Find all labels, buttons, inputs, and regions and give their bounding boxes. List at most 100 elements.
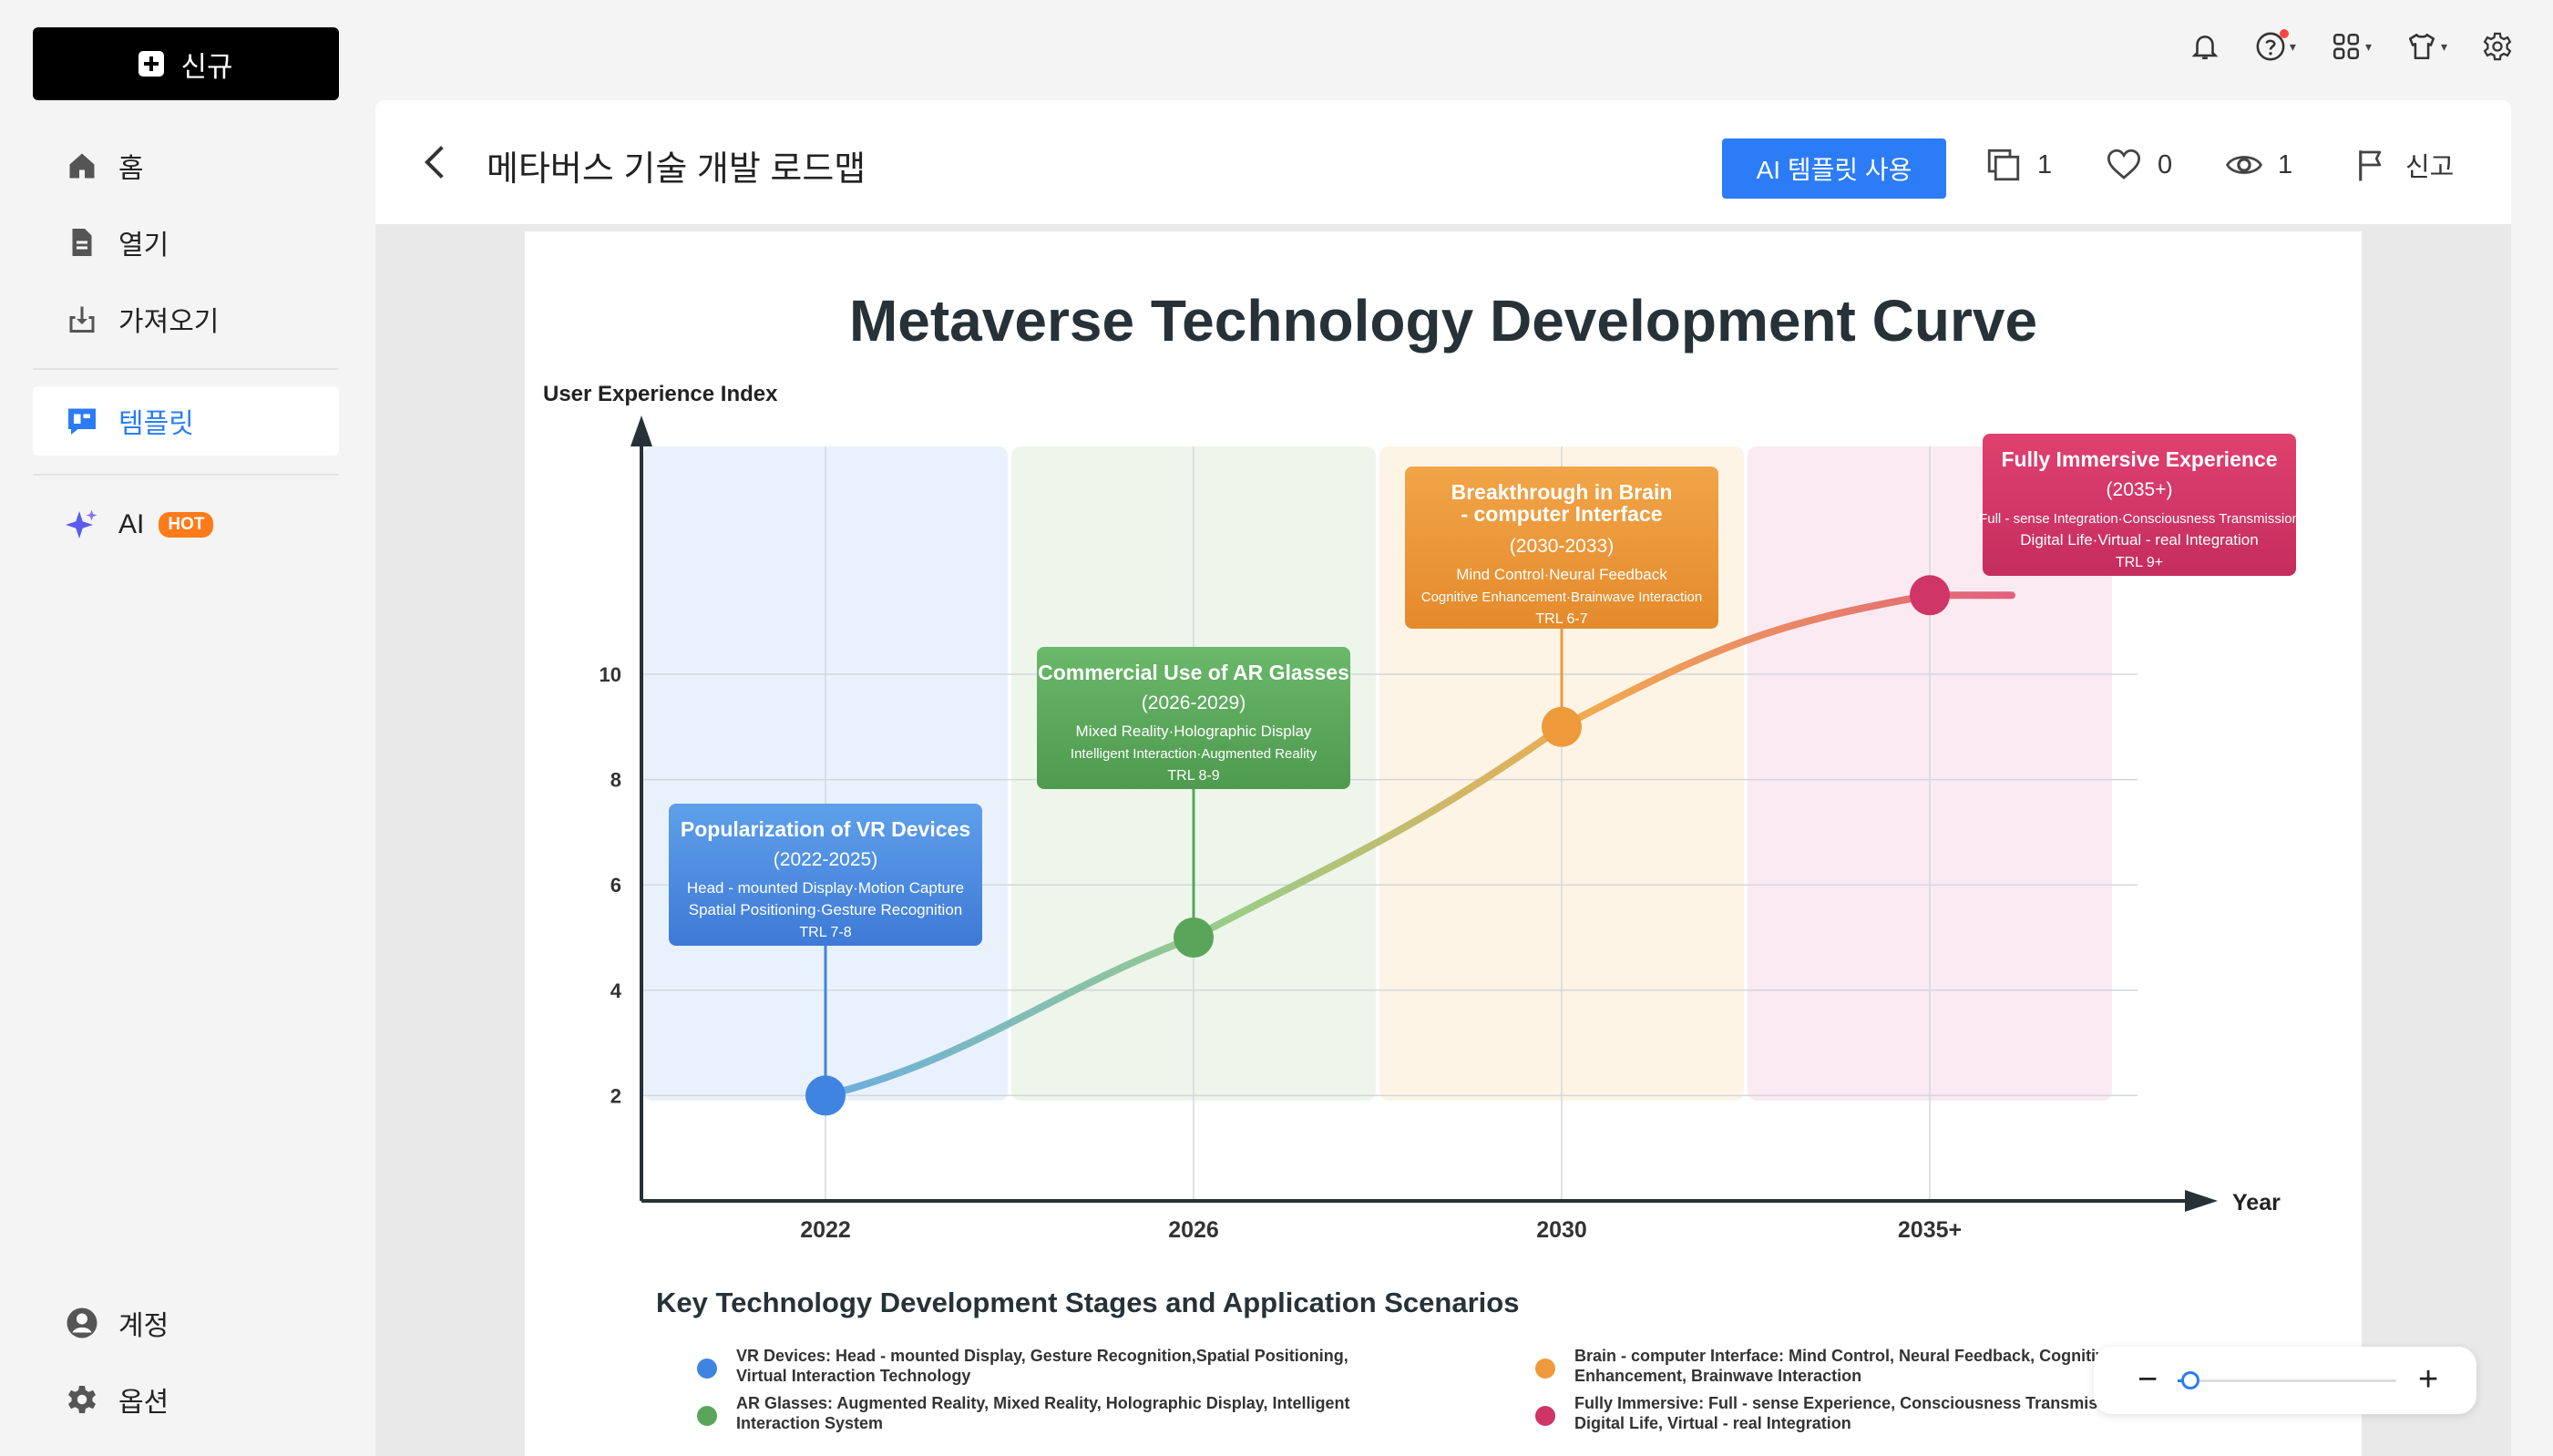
flag-icon xyxy=(2359,150,2382,181)
report-button[interactable]: 신고 xyxy=(2353,146,2454,184)
home-icon xyxy=(69,153,95,179)
zoom-control: − + xyxy=(2094,1347,2476,1414)
milestone-period: (2022-2025) xyxy=(774,849,877,870)
legend-text: AR Glasses: Augmented Reality, Mixed Rea… xyxy=(736,1394,1349,1412)
milestone-box xyxy=(669,804,982,946)
eye-icon xyxy=(2226,156,2262,174)
sparkle-icon xyxy=(66,509,97,538)
notification-button[interactable] xyxy=(2189,31,2220,62)
legend-text: Digital Life, Virtual - real Integration xyxy=(1574,1414,1851,1432)
sidebar-item-label: 열기 xyxy=(118,231,169,261)
new-button[interactable]: 신규 xyxy=(33,27,339,100)
sidebar-item-label: 옵션 xyxy=(118,1388,169,1418)
data-point xyxy=(805,1075,846,1116)
zoom-in-button[interactable]: + xyxy=(2418,1360,2439,1399)
copy-count: 1 xyxy=(2037,149,2053,179)
data-point xyxy=(1542,706,1582,747)
milestone-box xyxy=(1037,647,1350,789)
milestone-detail: Mixed Reality·Holographic Display xyxy=(1076,723,1312,740)
y-tick-label: 6 xyxy=(610,874,621,897)
like-button[interactable]: 0 xyxy=(2105,146,2172,184)
settings-button[interactable] xyxy=(2482,31,2513,62)
main-panel: 메타버스 기술 개발 로드맵 AI 템플릿 사용 1 0 1 신고 xyxy=(375,100,2511,1456)
x-tick-label: 2022 xyxy=(800,1217,851,1243)
view-count: 1 xyxy=(2278,149,2293,179)
gear-icon xyxy=(68,1386,96,1413)
settings-icon xyxy=(2483,32,2512,61)
legend-marker xyxy=(697,1359,717,1379)
help-button[interactable]: ▾ xyxy=(2255,29,2296,62)
apps-button[interactable]: ▾ xyxy=(2331,31,2372,62)
chevron-down-icon: ▾ xyxy=(2289,38,2296,54)
y-axis-label: User Experience Index xyxy=(543,382,778,406)
views-indicator: 1 xyxy=(2225,146,2292,184)
like-count: 0 xyxy=(2158,149,2173,179)
sidebar-item-open[interactable]: 열기 xyxy=(33,208,339,277)
legend-text: VR Devices: Head - mounted Display, Gest… xyxy=(736,1347,1348,1365)
legend-text: Fully Immersive: Full - sense Experience… xyxy=(1574,1394,2136,1412)
milestone-box xyxy=(1405,467,1718,629)
page-title: 메타버스 기술 개발 로드맵 xyxy=(487,150,866,189)
milestone-detail: Digital Life·Virtual - real Integration xyxy=(2020,531,2258,549)
plus-icon xyxy=(138,51,165,77)
apps-grid-icon xyxy=(2333,33,2359,60)
data-point xyxy=(1174,918,1214,958)
series-line xyxy=(822,591,2015,1100)
back-arrow-icon[interactable] xyxy=(415,142,456,182)
milestone-trl: TRL 8-9 xyxy=(1167,768,1219,784)
sidebar-item-label: 가져오기 xyxy=(118,307,220,337)
zoom-out-button[interactable]: − xyxy=(2138,1360,2158,1399)
milestone-title: Commercial Use of AR Glasses xyxy=(1038,661,1349,684)
x-axis-label: Year xyxy=(2232,1190,2281,1215)
legend-marker xyxy=(1535,1406,1555,1426)
milestone-trl: TRL 7-8 xyxy=(799,925,851,940)
data-point xyxy=(1910,575,1950,616)
sidebar-item-home[interactable]: 홈 xyxy=(33,131,339,200)
theme-button[interactable]: ▾ xyxy=(2406,31,2447,62)
hot-badge: HOT xyxy=(159,512,214,538)
legend-text: Interaction System xyxy=(736,1414,883,1432)
legend-text: Virtual Interaction Technology xyxy=(736,1367,970,1385)
sidebar-item-account[interactable]: 계정 xyxy=(33,1288,339,1358)
sidebar-item-templates[interactable]: 템플릿 xyxy=(33,386,339,456)
sidebar-divider xyxy=(33,368,339,370)
chart: 2 4 6 8 10 2022 2026 2030 2035+ Metaverse Techno… xyxy=(543,288,2300,1432)
zoom-slider-track[interactable] xyxy=(2178,1379,2396,1382)
y-tick-label: 10 xyxy=(600,663,621,686)
document-icon xyxy=(72,229,92,256)
legend-marker xyxy=(1535,1359,1555,1379)
milestone-title: Fully Immersive Experience xyxy=(2002,447,2278,471)
milestone-detail: Head - mounted Display·Motion Capture xyxy=(687,879,964,897)
milestone-period: (2026-2029) xyxy=(1142,692,1246,713)
sidebar-item-ai[interactable]: AI HOT xyxy=(33,490,339,559)
template-icon xyxy=(68,408,96,435)
y-tick-label: 2 xyxy=(610,1084,621,1107)
x-axis-arrow xyxy=(2185,1190,2218,1212)
heart-icon xyxy=(2107,149,2141,179)
milestone-detail: Cognitive Enhancement·Brainwave Interact… xyxy=(1421,590,1703,605)
milestone-period: (2035+) xyxy=(2107,479,2173,500)
sidebar-item-import[interactable]: 가져오기 xyxy=(33,284,339,354)
import-icon xyxy=(69,306,95,333)
milestone-detail: Spatial Positioning·Gesture Recognition xyxy=(689,901,963,918)
sidebar: 신규 홈 열기 가져오기 템플릿 AI HOT 계정 옵션 xyxy=(0,0,374,1456)
milestone-title: Popularization of VR Devices xyxy=(681,817,970,841)
template-canvas: 2 4 6 8 10 2022 2026 2030 2035+ Metaverse Techno… xyxy=(525,231,2362,1456)
copy-count-button[interactable]: 1 xyxy=(1984,146,2052,184)
sidebar-item-label: AI xyxy=(118,509,145,539)
milestone-detail: Intelligent Interaction·Augmented Realit… xyxy=(1071,746,1318,762)
x-tick-label: 2030 xyxy=(1536,1217,1587,1243)
use-ai-template-button[interactable]: AI 템플릿 사용 xyxy=(1722,138,1946,199)
milestone-detail: Mind Control·Neural Feedback xyxy=(1456,566,1667,583)
chart-title: Metaverse Technology Development Curve xyxy=(849,288,2037,354)
bell-icon xyxy=(2191,36,2219,60)
copy-icon xyxy=(1987,149,2020,181)
chevron-down-icon: ▾ xyxy=(2440,38,2447,54)
zoom-slider-knob[interactable] xyxy=(2181,1371,2200,1389)
y-axis-arrow xyxy=(631,415,652,446)
notification-dot xyxy=(2279,29,2289,38)
sidebar-item-options[interactable]: 옵션 xyxy=(33,1365,339,1434)
new-button-label: 신규 xyxy=(180,50,233,83)
milestone-trl: TRL 6-7 xyxy=(1535,611,1587,627)
sidebar-item-label: 홈 xyxy=(118,154,144,184)
